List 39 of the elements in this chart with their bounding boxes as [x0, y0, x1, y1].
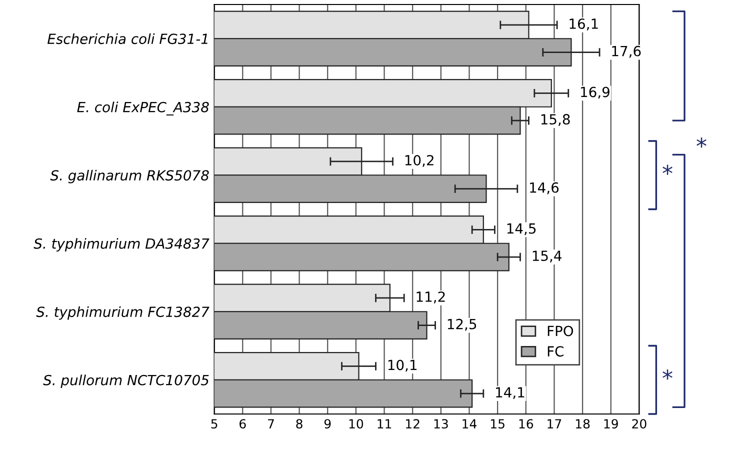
x-tick-label: 17 [548, 419, 562, 428]
x-tick-label: 18 [576, 419, 590, 429]
x-tick-label: 11 [378, 419, 392, 428]
x-tick-label: 9 [324, 419, 331, 429]
x-tick-label: 7 [268, 419, 274, 428]
data-label: 14,5 [507, 223, 536, 236]
x-tick-label: 16 [519, 419, 534, 429]
x-tick-label: 13 [434, 419, 448, 429]
data-label: 16,9 [581, 86, 610, 99]
legend-label: FPO [548, 326, 574, 336]
data-label: 16,1 [570, 18, 598, 30]
x-tick-label: 15 [490, 419, 504, 429]
data-label: 10,1 [388, 360, 417, 372]
y-tick-label: S. pullorum NCTC10705 [43, 374, 209, 388]
x-tick-label: 5 [211, 419, 218, 429]
y-tick-label: E. coli ExPEC_A338 [77, 102, 209, 116]
x-tick-label: 20 [632, 419, 646, 429]
y-tick-label: S. gallinarum RKS5078 [50, 170, 209, 184]
y-tick-label: S. typhimurium DA34837 [34, 238, 210, 252]
data-label: 12,5 [448, 318, 476, 331]
x-tick-label: 12 [406, 419, 420, 428]
text: * [696, 137, 706, 148]
text: * [662, 164, 672, 175]
data-label: 10,2 [405, 155, 434, 167]
x-tick-label: 10 [349, 419, 364, 429]
y-tick-label: S. typhimurium FC13827 [36, 306, 210, 320]
y-tick-label: Escherichia coli FG31-1 [48, 33, 208, 44]
data-label: 14,1 [496, 387, 524, 399]
data-label: 17,6 [612, 46, 641, 58]
text: * [662, 370, 672, 380]
data-label: 14,6 [530, 182, 559, 194]
data-label: 15,4 [532, 250, 562, 262]
legend-label: FC [548, 346, 564, 357]
data-label: 11,2 [416, 292, 445, 304]
x-tick-label: 8 [296, 419, 302, 429]
x-tick-label: 14 [462, 419, 476, 428]
x-tick-label: 6 [240, 419, 246, 429]
x-tick-label: 19 [604, 419, 618, 429]
data-label: 15,8 [541, 114, 570, 126]
